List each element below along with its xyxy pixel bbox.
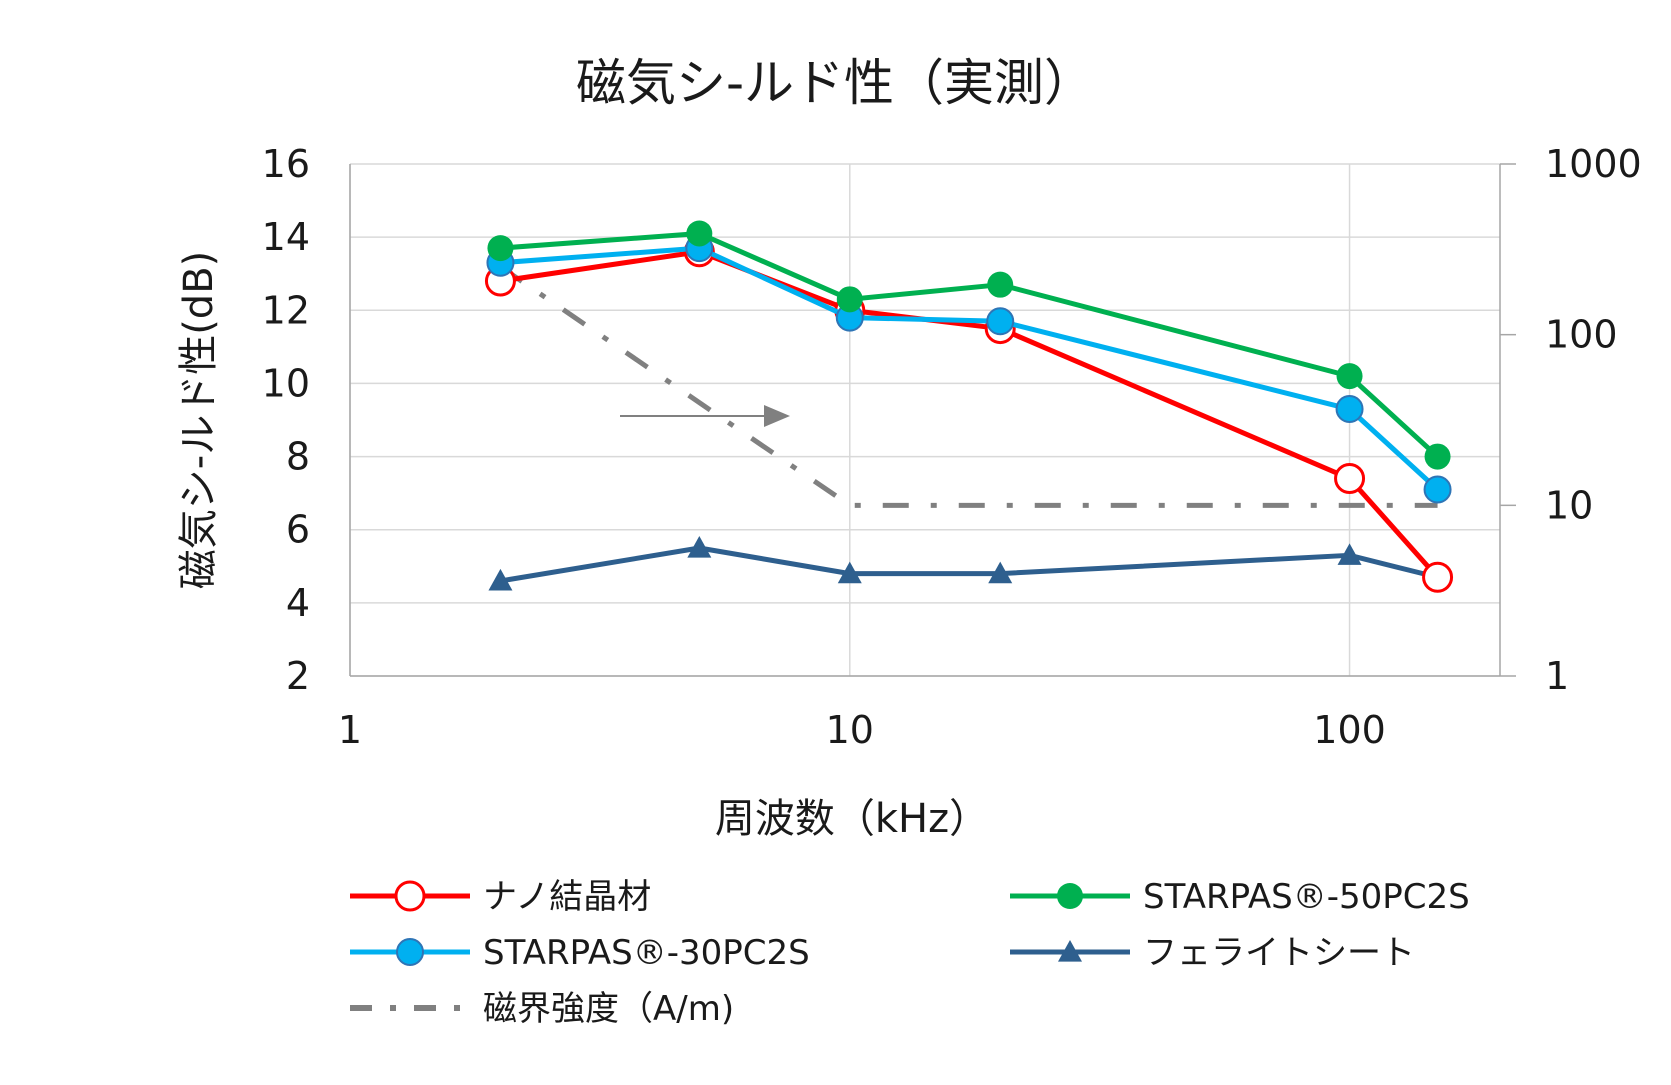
y-tick-label: 4 <box>286 581 310 625</box>
x-tick-label: 1 <box>338 708 362 752</box>
data-point <box>836 286 863 313</box>
series-line <box>500 249 1440 579</box>
legend-label: STARPAS®-30PC2S <box>483 933 810 973</box>
legend-item: STARPAS®-50PC2S <box>1010 877 1470 917</box>
series-line <box>499 264 1438 508</box>
y-axis-label: 磁気シ-ルド性(dB) <box>176 251 222 589</box>
series-layer <box>484 220 1454 593</box>
data-point <box>1335 395 1364 424</box>
data-point <box>1423 475 1452 504</box>
y-tick-label: 16 <box>262 142 310 186</box>
y2-tick-label: 1 <box>1545 654 1569 698</box>
y-tick-label: 14 <box>262 215 310 259</box>
legend-item: フェライトシート <box>1010 933 1415 973</box>
data-point <box>1337 543 1362 565</box>
legend: ナノ結晶材 STARPAS®-50PC2S STARPAS®-30PC2S フェライト… <box>350 877 1470 1029</box>
y2-tick-label: 100 <box>1545 313 1618 357</box>
y-tick-label: 10 <box>262 361 310 405</box>
legend-marker <box>396 938 424 966</box>
series-2 <box>486 234 1452 504</box>
data-point <box>686 220 713 247</box>
legend-marker <box>1057 883 1083 909</box>
data-point <box>687 536 712 558</box>
chart-title: 磁気シ-ルド性（実測） <box>576 54 1094 112</box>
tick-labels: 2 4 6 8 10 12 14 16 1 10 100 1 10 100 1000 <box>262 142 1642 752</box>
gridlines <box>349 163 1500 677</box>
axes <box>349 163 1516 677</box>
legend-item: ナノ結晶材 <box>350 877 651 917</box>
y-tick-label: 8 <box>286 435 310 479</box>
annotation-arrow-head <box>764 405 790 427</box>
series-4 <box>499 264 1438 508</box>
x-tick-label: 100 <box>1313 708 1386 752</box>
data-point <box>488 568 513 591</box>
data-point <box>987 271 1014 298</box>
y-tick-label: 6 <box>286 508 310 552</box>
y2-tick-label: 10 <box>1545 483 1593 527</box>
data-point <box>986 307 1015 336</box>
data-point <box>988 561 1013 584</box>
series-line <box>500 245 1440 492</box>
data-point <box>837 561 862 584</box>
series-line <box>500 545 1439 584</box>
legend-item: 磁界強度（A/m) <box>350 989 734 1029</box>
data-point <box>1424 443 1451 470</box>
legend-label: ナノ結晶材 <box>483 877 651 917</box>
x-axis-label: 周波数（kHz） <box>715 796 989 842</box>
series-line <box>500 230 1440 459</box>
legend-marker <box>394 880 426 912</box>
y-tick-label: 12 <box>262 288 310 332</box>
legend-marker <box>1058 940 1082 962</box>
y-tick-label: 2 <box>286 654 310 698</box>
data-point <box>1334 463 1366 495</box>
data-point <box>1422 561 1454 593</box>
legend-item: STARPAS®-30PC2S <box>350 933 810 973</box>
x-tick-label: 10 <box>826 708 874 752</box>
legend-label: 磁界強度（A/m) <box>483 989 734 1029</box>
series-0 <box>484 236 1454 593</box>
legend-label: STARPAS®-50PC2S <box>1143 877 1470 917</box>
data-point <box>487 235 514 262</box>
legend-label: フェライトシート <box>1143 933 1415 973</box>
data-point <box>1336 363 1363 390</box>
y2-tick-label: 1000 <box>1545 142 1642 186</box>
series-1 <box>487 220 1451 470</box>
series-3 <box>488 536 1450 591</box>
